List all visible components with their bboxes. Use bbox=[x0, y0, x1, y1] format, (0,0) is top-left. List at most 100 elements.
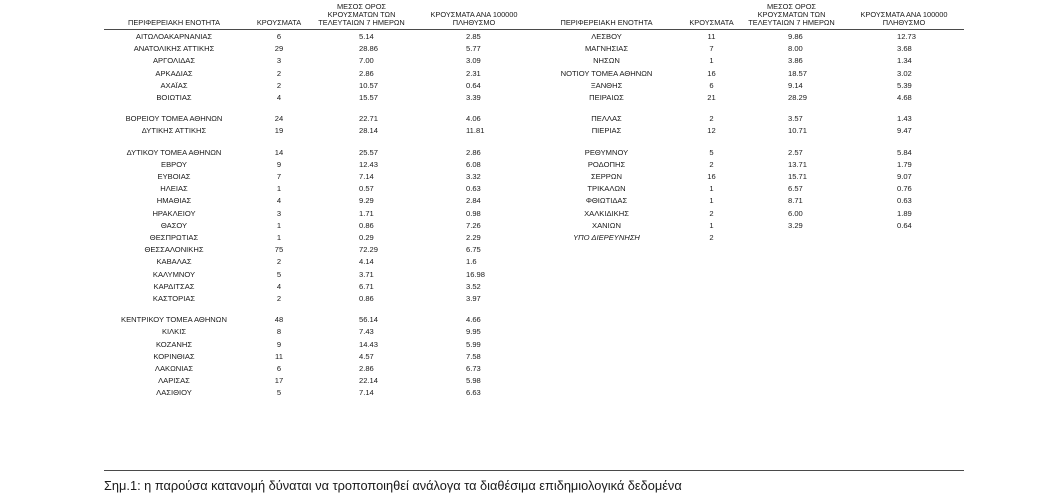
cell-per100k: 16.98 bbox=[466, 269, 486, 279]
table-row: ΒΟΙΩΤΙΑΣ 4 15.57 3.39 bbox=[104, 92, 534, 104]
cell-cases: 2 bbox=[276, 294, 282, 303]
cell-region: ΠΙΕΡΙΑΣ bbox=[591, 126, 622, 136]
cell-avg: 3.71 bbox=[359, 269, 374, 279]
header-cases: ΚΡΟΥΣΜΑΤΑ bbox=[689, 18, 734, 27]
cell-cases: 2 bbox=[276, 68, 282, 78]
cell-region: ΚΟΖΑΝΗΣ bbox=[155, 339, 193, 349]
cell-avg: 25.57 bbox=[359, 147, 379, 157]
cell-cases: 12 bbox=[707, 126, 716, 136]
cell-per100k: 0.98 bbox=[466, 208, 481, 218]
cell-avg: 15.57 bbox=[359, 93, 379, 102]
cell-cases: 6 bbox=[276, 32, 282, 41]
cell-region: ΗΡΑΚΛΕΙΟΥ bbox=[152, 208, 196, 218]
cell-avg: 72.29 bbox=[359, 245, 379, 255]
cell-region: ΚΑΡΔΙΤΣΑΣ bbox=[153, 281, 195, 291]
cell-cases: 2 bbox=[709, 114, 714, 124]
cell-cases: 1 bbox=[276, 184, 282, 194]
footnote: Σημ.1: η παρούσα κατανομή δύναται να τρο… bbox=[104, 478, 682, 493]
cell-avg: 3.29 bbox=[788, 220, 803, 230]
cell-region: ΠΕΛΛΑΣ bbox=[591, 114, 622, 124]
cell-region: ΗΜΑΘΙΑΣ bbox=[156, 196, 192, 206]
table-row: ΔΥΤΙΚΗΣ ΑΤΤΙΚΗΣ 19 28.14 11.81 bbox=[104, 125, 534, 137]
cell-avg: 56.14 bbox=[359, 315, 379, 325]
cell-avg: 4.57 bbox=[359, 351, 374, 361]
cell-per100k: 0.64 bbox=[897, 220, 912, 230]
cell-region: ΒΟΙΩΤΙΑΣ bbox=[156, 93, 192, 102]
cell-cases: 16 bbox=[707, 68, 716, 78]
cell-per100k: 5.39 bbox=[897, 80, 912, 90]
cell-cases: 21 bbox=[707, 93, 716, 102]
cell-region: ΛΑΚΩΝΙΑΣ bbox=[154, 364, 194, 373]
cell-avg: 3.57 bbox=[788, 114, 803, 124]
table-row: ΗΛΕΙΑΣ 1 0.57 0.63 bbox=[104, 183, 534, 195]
cell-per100k: 6.75 bbox=[466, 245, 481, 255]
cell-per100k: 0.63 bbox=[897, 196, 912, 206]
cell-cases: 7 bbox=[709, 44, 714, 54]
cell-avg: 8.71 bbox=[788, 196, 803, 206]
cell-cases: 5 bbox=[709, 147, 714, 157]
table-row: ΑΡΚΑΔΙΑΣ 2 2.86 2.31 bbox=[104, 68, 534, 80]
header-region: ΠΕΡΙΦΕΡΕΙΑΚΗ ΕΝΟΤΗΤΑ bbox=[128, 18, 220, 27]
table-row: ΝΗΣΩΝ 1 3.86 1.34 bbox=[534, 55, 964, 67]
cell-region: ΝΟΤΙΟΥ ΤΟΜΕΑ ΑΘΗΝΩΝ bbox=[560, 68, 653, 78]
table-row: ΕΒΡΟΥ 9 12.43 6.08 bbox=[104, 159, 534, 171]
header-cases: ΚΡΟΥΣΜΑΤΑ bbox=[256, 18, 302, 27]
cell-per100k: 5.98 bbox=[466, 376, 481, 386]
cell-cases: 2 bbox=[276, 80, 282, 90]
cell-avg: 2.57 bbox=[788, 147, 803, 157]
cell-region: ΘΑΣΟΥ bbox=[160, 220, 188, 230]
table-row: ΚΑΛΥΜΝΟΥ 5 3.71 16.98 bbox=[104, 269, 534, 281]
cell-per100k: 2.29 bbox=[466, 233, 481, 242]
cell-region: ΝΗΣΩΝ bbox=[593, 56, 620, 66]
cell-per100k: 1.89 bbox=[897, 208, 912, 218]
table-row: ΚΑΣΤΟΡΙΑΣ 2 0.86 3.97 bbox=[104, 293, 534, 305]
table-row: ΝΟΤΙΟΥ ΤΟΜΕΑ ΑΘΗΝΩΝ 16 18.57 3.02 bbox=[534, 68, 964, 80]
cell-cases: 7 bbox=[276, 172, 282, 181]
cell-region: ΧΑΛΚΙΔΙΚΗΣ bbox=[584, 208, 629, 218]
table-row: ΧΑΝΙΩΝ 1 3.29 0.64 bbox=[534, 220, 964, 232]
cell-avg: 6.71 bbox=[359, 281, 374, 291]
cell-avg: 28.86 bbox=[359, 44, 379, 54]
cell-per100k: 1.34 bbox=[897, 56, 912, 66]
cell-avg: 0.29 bbox=[359, 233, 374, 242]
cell-avg: 7.14 bbox=[359, 388, 374, 398]
cell-cases: 3 bbox=[276, 208, 282, 218]
table-row: ΤΡΙΚΑΛΩΝ 1 6.57 0.76 bbox=[534, 183, 964, 195]
cell-region: ΚΑΛΥΜΝΟΥ bbox=[152, 269, 196, 279]
cell-avg: 9.14 bbox=[788, 80, 803, 90]
bottom-divider bbox=[104, 470, 964, 471]
cell-cases: 14 bbox=[274, 147, 284, 157]
cell-per100k: 0.63 bbox=[466, 184, 481, 194]
cell-cases: 48 bbox=[274, 315, 284, 325]
header-avg: ΜΕΣΟΣ ΟΡΟΣ ΚΡΟΥΣΜΑΤΩΝ ΤΩΝ ΤΕΛΕΥΤΑΙΩΝ 7 Η… bbox=[748, 2, 835, 27]
table-row: ΑΡΓΟΛΙΔΑΣ 3 7.00 3.09 bbox=[104, 55, 534, 67]
table-row: ΘΑΣΟΥ 1 0.86 7.26 bbox=[104, 220, 534, 232]
cell-per100k: 12.73 bbox=[897, 32, 917, 41]
cell-per100k: 9.07 bbox=[897, 172, 912, 181]
table-row: ΚΟΖΑΝΗΣ 9 14.43 5.99 bbox=[104, 339, 534, 351]
cell-avg: 8.00 bbox=[788, 44, 803, 54]
cell-avg: 2.86 bbox=[359, 364, 374, 373]
header-per100k: ΚΡΟΥΣΜΑΤΑ ΑΝΑ 100000 ΠΛΗΘΥΣΜΟ bbox=[860, 10, 948, 27]
cell-avg: 3.86 bbox=[788, 56, 803, 66]
cell-per100k: 11.81 bbox=[466, 126, 485, 136]
cell-region: ΑΡΓΟΛΙΔΑΣ bbox=[152, 56, 196, 66]
table-row: ΒΟΡΕΙΟΥ ΤΟΜΕΑ ΑΘΗΝΩΝ 24 22.71 4.06 bbox=[104, 113, 534, 125]
table-row: ΠΙΕΡΙΑΣ 12 10.71 9.47 bbox=[534, 125, 964, 137]
cell-avg: 5.14 bbox=[359, 32, 374, 41]
cell-cases: 1 bbox=[276, 233, 282, 242]
cell-region: ΚΕΝΤΡΙΚΟΥ ΤΟΜΕΑ ΑΘΗΝΩΝ bbox=[121, 315, 227, 325]
cell-avg: 22.14 bbox=[359, 376, 379, 386]
cell-avg: 7.00 bbox=[359, 56, 374, 66]
table-row: ΠΕΛΛΑΣ 2 3.57 1.43 bbox=[534, 113, 964, 125]
cell-avg: 18.57 bbox=[788, 68, 808, 78]
cell-per100k: 3.68 bbox=[897, 44, 912, 54]
cell-region: ΑΡΚΑΔΙΑΣ bbox=[155, 68, 193, 78]
cell-cases: 9 bbox=[276, 159, 282, 169]
cell-region: ΕΥΒΟΙΑΣ bbox=[157, 172, 191, 181]
cell-per100k: 3.02 bbox=[897, 68, 912, 78]
cell-per100k: 2.31 bbox=[466, 68, 481, 78]
cell-per100k: 2.86 bbox=[466, 147, 481, 157]
cell-cases: 9 bbox=[276, 339, 282, 349]
cell-cases: 11 bbox=[707, 32, 716, 41]
